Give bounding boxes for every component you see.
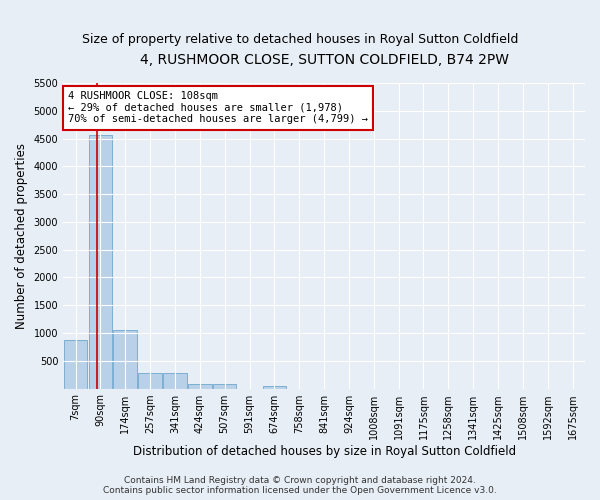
Bar	[188, 384, 212, 388]
Bar	[263, 386, 286, 388]
Title: 4, RUSHMOOR CLOSE, SUTTON COLDFIELD, B74 2PW: 4, RUSHMOOR CLOSE, SUTTON COLDFIELD, B74…	[140, 52, 509, 66]
Bar	[139, 373, 162, 388]
Bar	[64, 340, 88, 388]
Y-axis label: Number of detached properties: Number of detached properties	[15, 143, 28, 329]
Bar	[89, 135, 112, 388]
Text: Contains HM Land Registry data © Crown copyright and database right 2024.
Contai: Contains HM Land Registry data © Crown c…	[103, 476, 497, 495]
Bar	[213, 384, 236, 388]
X-axis label: Distribution of detached houses by size in Royal Sutton Coldfield: Distribution of detached houses by size …	[133, 444, 515, 458]
Text: Size of property relative to detached houses in Royal Sutton Coldfield: Size of property relative to detached ho…	[82, 32, 518, 46]
Text: 4 RUSHMOOR CLOSE: 108sqm
← 29% of detached houses are smaller (1,978)
70% of sem: 4 RUSHMOOR CLOSE: 108sqm ← 29% of detach…	[68, 92, 368, 124]
Bar	[113, 330, 137, 388]
Bar	[163, 373, 187, 388]
